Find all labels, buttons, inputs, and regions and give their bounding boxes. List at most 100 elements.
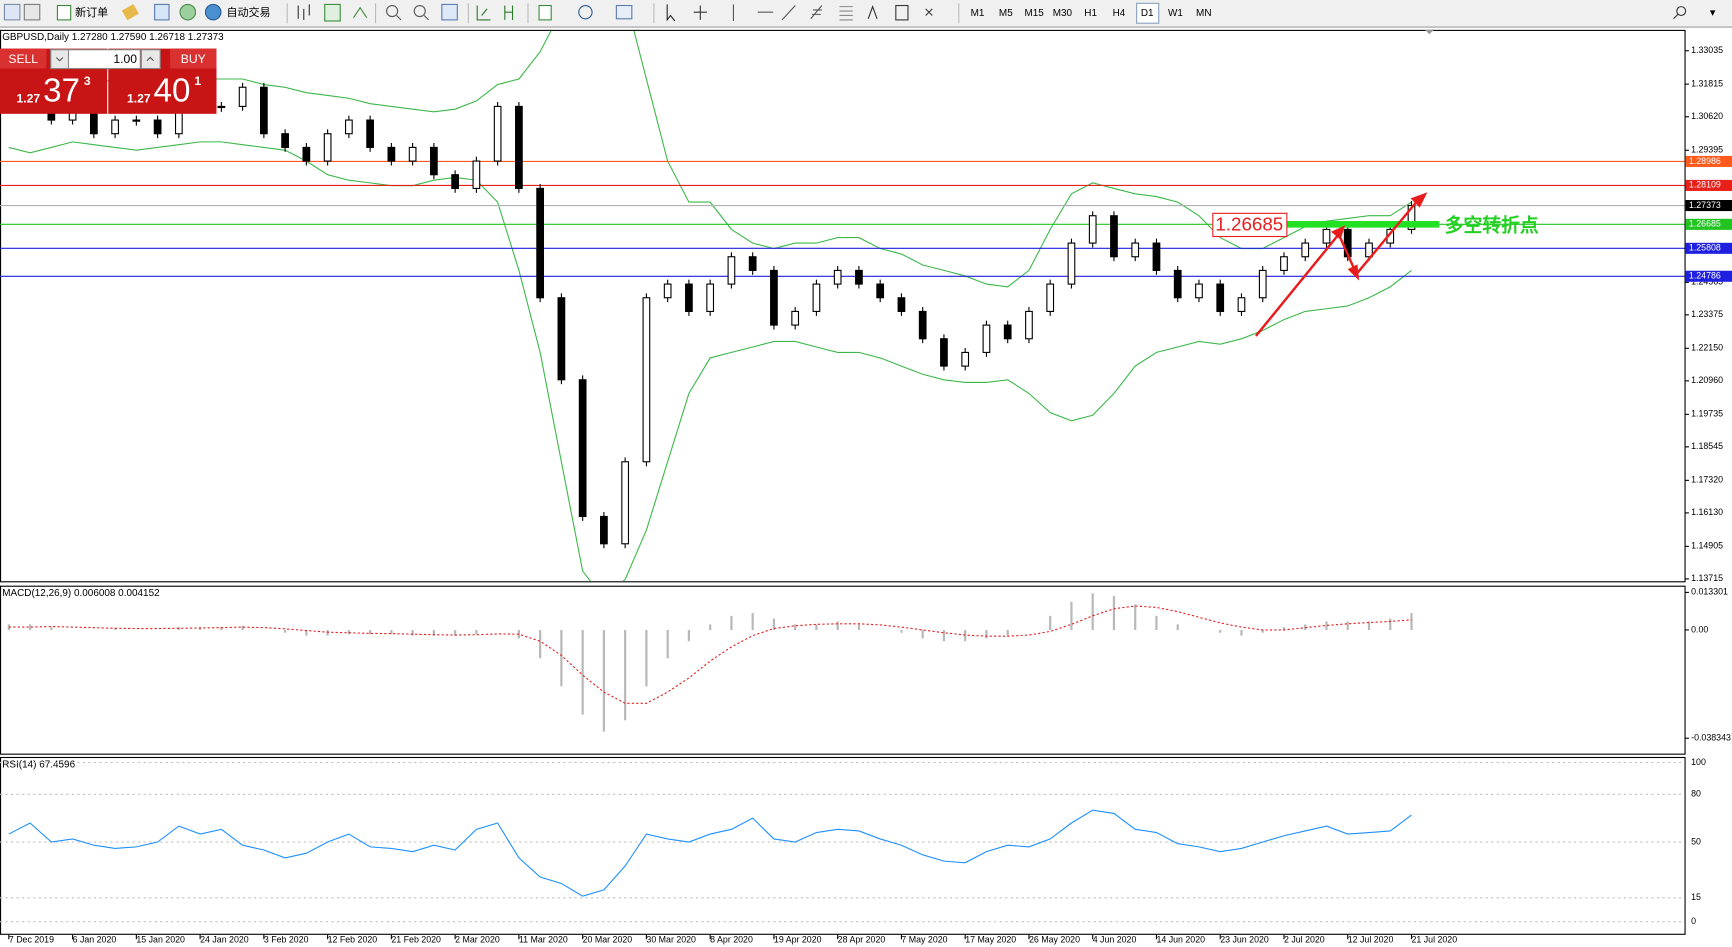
auto-trading-icon[interactable] [204,3,222,21]
candle-body [578,379,587,518]
lots-value[interactable]: 1.00 [113,52,137,66]
candle-body [727,256,736,285]
candle-body [1110,215,1118,258]
candle-body [1173,269,1182,299]
candle-body [238,86,247,107]
y-tick-label: 1.20960 [1691,375,1723,385]
auto-trading-button[interactable]: 自动交易 [226,5,270,19]
timeframe-button[interactable]: W1 [1168,8,1183,19]
x-tick-label: 12 Feb 2020 [328,935,378,945]
main-plot: 1.26685 多空转折点 [0,30,1685,582]
x-tick-label: 3 Feb 2020 [264,935,309,945]
buy-price-pips: 40 [154,73,191,110]
chart-title: GBPUSD,Daily 1.27280 1.27590 1.26718 1.2… [2,32,224,43]
candle-body [940,338,948,367]
timeframe-button[interactable]: MN [1196,8,1211,19]
candle-body [1237,297,1246,312]
candle-body [408,146,417,162]
price-level-tag [1685,218,1732,230]
candle-body [685,283,693,312]
price-level-tag [1685,200,1732,212]
timeframe-button[interactable]: M1 [971,8,985,19]
timeframes: M1 M5 M15 M30 H1 H4 D1 W1 MN [971,8,1212,19]
candle-body [1322,228,1331,244]
y-tick-label: 1.16130 [1691,507,1723,517]
x-tick-label: 20 Mar 2020 [583,935,633,945]
y-tick-label: 1.23375 [1691,309,1723,319]
y-tick-label: 1.30620 [1691,111,1723,121]
tool-icon[interactable] [23,3,41,21]
rsi-tick-label: 15 [1691,892,1701,902]
tool-icon[interactable] [154,3,170,21]
candle-body [302,146,311,162]
x-tick-label: 7 May 2020 [901,935,947,945]
candle-body [451,174,460,189]
price-level-label: 1.25808 [1689,243,1721,253]
candle-body [366,119,374,148]
new-order-button[interactable]: 新订单 [75,5,108,19]
candle-body [493,105,502,162]
pivot-label-box [1212,212,1288,238]
sell-button[interactable]: SELL [8,52,38,66]
x-tick-label: 24 Jan 2020 [200,935,249,945]
tool-icon[interactable] [121,4,139,21]
candle-body [345,119,353,135]
candle-body [706,283,715,312]
candle-body [1407,204,1416,230]
rsi-line [8,809,1412,897]
x-tick-label: 26 May 2020 [1029,935,1080,945]
new-order-icon[interactable] [56,4,72,21]
x-tick-label: 21 Jul 2020 [1411,935,1457,945]
candle-body [1025,310,1033,340]
candle-body [1046,283,1055,312]
timeframe-button[interactable]: H1 [1084,8,1097,19]
x-tick-label: 19 Apr 2020 [774,935,822,945]
price-level-tag [1685,242,1732,254]
buy-button[interactable]: BUY [181,52,206,66]
active-timeframe-box [1136,2,1160,24]
candle-body [111,119,119,135]
timeframe-button[interactable]: M30 [1053,8,1073,19]
timeframe-button[interactable]: M15 [1024,8,1044,19]
candle-body [621,461,630,545]
candle-body [833,269,842,285]
main-pane [0,29,1686,583]
rsi-tick-label: 0 [1691,916,1696,926]
candle-body [642,297,651,463]
x-tick-label: 21 Feb 2020 [391,935,441,945]
x-tick-label: 15 Jan 2020 [136,935,185,945]
x-tick-label: 28 Apr 2020 [838,935,886,945]
macd-tick-label: 0.00 [1691,624,1708,634]
tool-icon[interactable] [179,3,197,21]
candle-body [770,269,778,326]
tool-icon[interactable] [3,3,21,21]
x-tick-label: 2 Jul 2020 [1284,935,1325,945]
price-level-tag [1685,179,1732,191]
candle-body [132,119,141,122]
candle-body [1301,242,1310,258]
x-tick-label: 23 Jun 2020 [1220,935,1269,945]
price-level-label: 1.28109 [1689,180,1721,190]
x-tick-label: 8 Apr 2020 [710,935,753,945]
candle-body [791,310,800,326]
x-tick-label: 4 Jun 2020 [1093,935,1137,945]
timeframe-button[interactable]: D1 [1141,8,1154,19]
price-level-label: 1.24786 [1689,271,1721,281]
timeframe-button[interactable]: M5 [999,8,1013,19]
candle-body [430,146,438,176]
candle-body [1003,324,1012,340]
candle-body [1365,242,1373,258]
rsi-tick-label: 100 [1691,757,1706,767]
y-tick-label: 1.19735 [1691,409,1723,419]
timeframe-button[interactable]: H4 [1113,8,1126,19]
candle-body [961,351,970,367]
buy-price-big: 1.27 [127,92,151,106]
y-tick-label: 1.29395 [1691,145,1723,155]
rsi-tick-label: 80 [1691,789,1701,799]
candle-body [1067,242,1076,285]
rsi-tick-label: 50 [1691,836,1701,846]
toolbar-chevron[interactable]: ▾ [1710,7,1716,19]
price-level-label: 1.27373 [1689,200,1721,210]
price-level-label: 1.28986 [1689,156,1721,166]
